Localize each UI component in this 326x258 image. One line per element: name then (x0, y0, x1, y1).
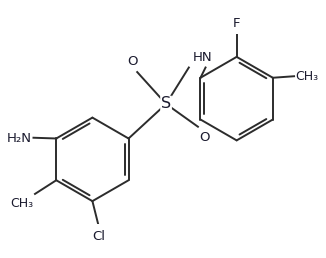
Text: O: O (127, 55, 138, 68)
Text: H₂N: H₂N (7, 132, 32, 145)
Text: Cl: Cl (92, 230, 105, 243)
Text: S: S (161, 96, 171, 111)
Text: O: O (199, 131, 209, 143)
Text: CH₃: CH₃ (296, 70, 319, 83)
Text: CH₃: CH₃ (10, 197, 34, 210)
Text: HN: HN (193, 51, 212, 64)
Text: F: F (233, 17, 240, 30)
